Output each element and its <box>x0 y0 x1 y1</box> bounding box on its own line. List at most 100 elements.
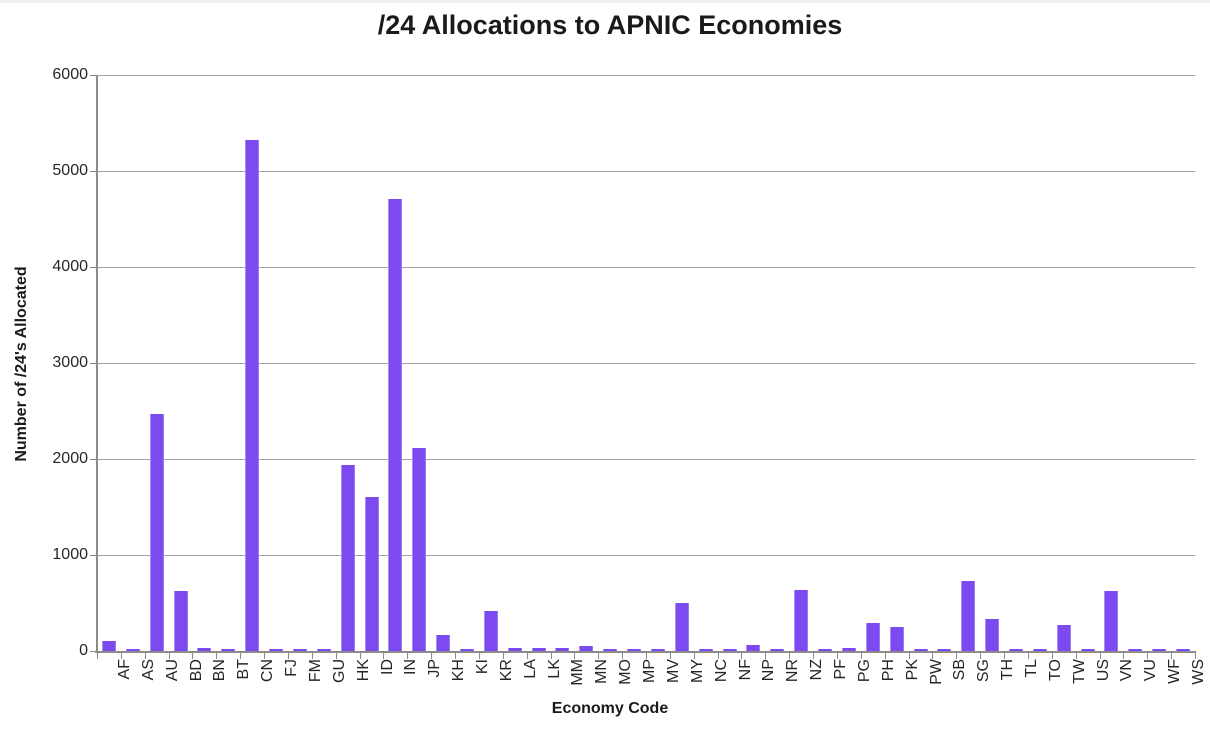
x-tick-mark <box>121 653 122 659</box>
gridline-6000 <box>97 74 1195 76</box>
bar-MY <box>675 603 689 651</box>
x-tick-label-WS: WS <box>1190 659 1207 685</box>
x-tick-mark <box>765 653 766 659</box>
bar-LK <box>532 648 546 651</box>
x-tick-mark <box>574 653 575 659</box>
x-tick-mark <box>1052 653 1053 659</box>
x-tick-mark <box>527 653 528 659</box>
x-tick-mark <box>479 653 480 659</box>
x-tick-label-LK: LK <box>546 659 563 679</box>
x-tick-mark <box>1100 653 1101 659</box>
bar-BT <box>221 649 235 651</box>
x-tick-label-FJ: FJ <box>283 659 300 677</box>
bar-NZ <box>794 590 808 651</box>
bar-PF <box>818 649 832 651</box>
x-tick-label-LA: LA <box>522 659 539 679</box>
bar-KR <box>484 611 498 651</box>
x-tick-mark <box>312 653 313 659</box>
x-tick-mark <box>1123 653 1124 659</box>
x-tick-label-BD: BD <box>188 659 205 682</box>
x-tick-label-TH: TH <box>999 659 1016 681</box>
bar-AF <box>102 641 116 651</box>
x-tick-label-SG: SG <box>975 659 992 683</box>
x-tick-label-PF: PF <box>832 659 849 680</box>
x-tick-mark <box>192 653 193 659</box>
x-tick-mark <box>240 653 241 659</box>
bar-BD <box>174 591 188 651</box>
x-tick-label-SB: SB <box>951 659 968 681</box>
x-tick-label-NP: NP <box>760 659 777 682</box>
y-tick-mark <box>90 75 96 76</box>
bar-KH <box>436 635 450 651</box>
bar-KI <box>460 649 474 651</box>
x-tick-label-HK: HK <box>355 659 372 682</box>
bar-AU <box>150 414 164 651</box>
x-tick-label-VU: VU <box>1142 659 1159 682</box>
x-tick-mark <box>1004 653 1005 659</box>
x-tick-mark <box>718 653 719 659</box>
x-tick-mark <box>909 653 910 659</box>
bar-MN <box>579 646 593 651</box>
x-tick-mark <box>980 653 981 659</box>
x-tick-label-BT: BT <box>235 659 252 680</box>
x-tick-mark <box>1195 653 1196 659</box>
x-tick-label-MP: MP <box>641 659 658 683</box>
bar-VN <box>1104 591 1118 651</box>
y-tick-mark <box>90 267 96 268</box>
x-tick-label-US: US <box>1095 659 1112 682</box>
bar-FJ <box>269 649 283 651</box>
y-tick-mark <box>90 363 96 364</box>
x-tick-label-GU: GU <box>331 659 348 683</box>
bar-NF <box>723 649 737 651</box>
x-tick-label-NR: NR <box>784 659 801 683</box>
y-tick-label-3000: 3000 <box>52 354 88 371</box>
y-tick-mark <box>90 555 96 556</box>
x-tick-label-IN: IN <box>402 659 419 675</box>
x-tick-mark <box>264 653 265 659</box>
x-tick-label-PG: PG <box>856 659 873 683</box>
gridline-5000 <box>97 170 1195 172</box>
x-tick-label-AU: AU <box>164 659 181 682</box>
bar-PK <box>890 627 904 651</box>
bar-HK <box>341 465 355 651</box>
bar-CN <box>245 140 259 651</box>
bar-SB <box>937 649 951 651</box>
y-tick-mark <box>90 459 96 460</box>
gridline-2000 <box>97 458 1195 460</box>
y-tick-label-0: 0 <box>79 642 88 659</box>
top-edge-line <box>0 0 1210 3</box>
y-axis-title: Number of /24's Allocated <box>13 266 30 462</box>
x-tick-mark <box>646 653 647 659</box>
y-tick-mark <box>90 171 96 172</box>
bar-MP <box>627 649 641 651</box>
y-tick-label-4000: 4000 <box>52 258 88 275</box>
x-tick-label-AF: AF <box>116 659 133 680</box>
x-tick-mark <box>145 653 146 659</box>
y-axis-line <box>96 75 98 653</box>
bar-PG <box>842 648 856 651</box>
x-tick-label-KI: KI <box>474 659 491 675</box>
plot-area <box>97 74 1195 651</box>
x-tick-mark <box>885 653 886 659</box>
bar-MV <box>651 649 665 651</box>
x-tick-mark <box>288 653 289 659</box>
x-tick-mark <box>551 653 552 659</box>
bar-BN <box>197 648 211 651</box>
x-tick-mark <box>1028 653 1029 659</box>
x-tick-label-PK: PK <box>904 659 921 681</box>
x-tick-mark <box>216 653 217 659</box>
y-tick-label-5000: 5000 <box>52 162 88 179</box>
x-tick-label-WF: WF <box>1166 659 1183 684</box>
bar-ID <box>365 497 379 651</box>
y-tick-label-2000: 2000 <box>52 450 88 467</box>
x-tick-mark <box>1171 653 1172 659</box>
bar-PH <box>866 623 880 651</box>
x-tick-mark <box>932 653 933 659</box>
x-tick-label-BN: BN <box>211 659 228 682</box>
x-tick-label-NC: NC <box>713 659 730 683</box>
x-tick-label-MO: MO <box>617 659 634 685</box>
bar-AS <box>126 649 140 651</box>
gridline-3000 <box>97 362 1195 364</box>
x-tick-mark <box>956 653 957 659</box>
